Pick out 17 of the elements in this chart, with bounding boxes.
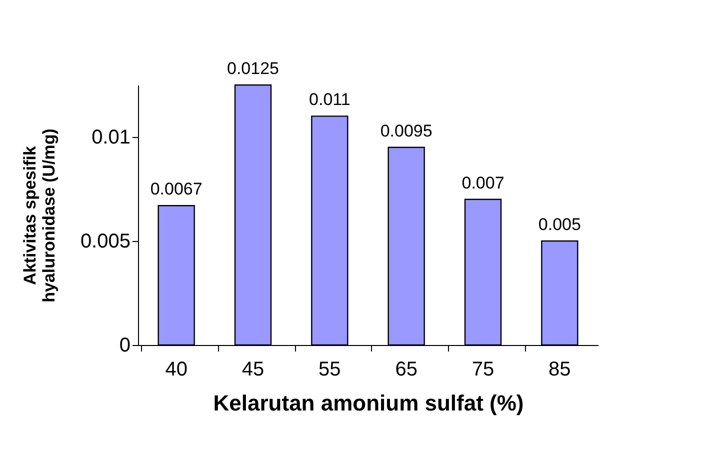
data-label: 0.005 — [538, 215, 581, 234]
data-label: 0.011 — [309, 90, 350, 110]
y-tick-label: 0.01 — [92, 126, 130, 148]
x-tick-label: 75 — [472, 358, 494, 380]
data-label: 0.0095 — [380, 121, 432, 140]
x-tick-label: 40 — [165, 358, 188, 380]
x-axis-title: Kelarutan amonium sulfat (%) — [213, 390, 524, 416]
data-label: 0.007 — [462, 173, 504, 192]
y-axis-title: Aktivitas spesifik hyaluronidase (U/mg) — [20, 128, 58, 302]
y-tick-label: 0.005 — [80, 230, 130, 252]
data-label: 0.0067 — [150, 180, 202, 199]
x-tick-label: 55 — [318, 358, 341, 380]
data-label: 0.0125 — [227, 59, 279, 78]
x-tick-label: 45 — [242, 358, 264, 380]
x-tick-label: 65 — [395, 358, 418, 380]
y-tick-label: 0 — [119, 334, 130, 356]
x-tick-label: 85 — [548, 358, 571, 380]
